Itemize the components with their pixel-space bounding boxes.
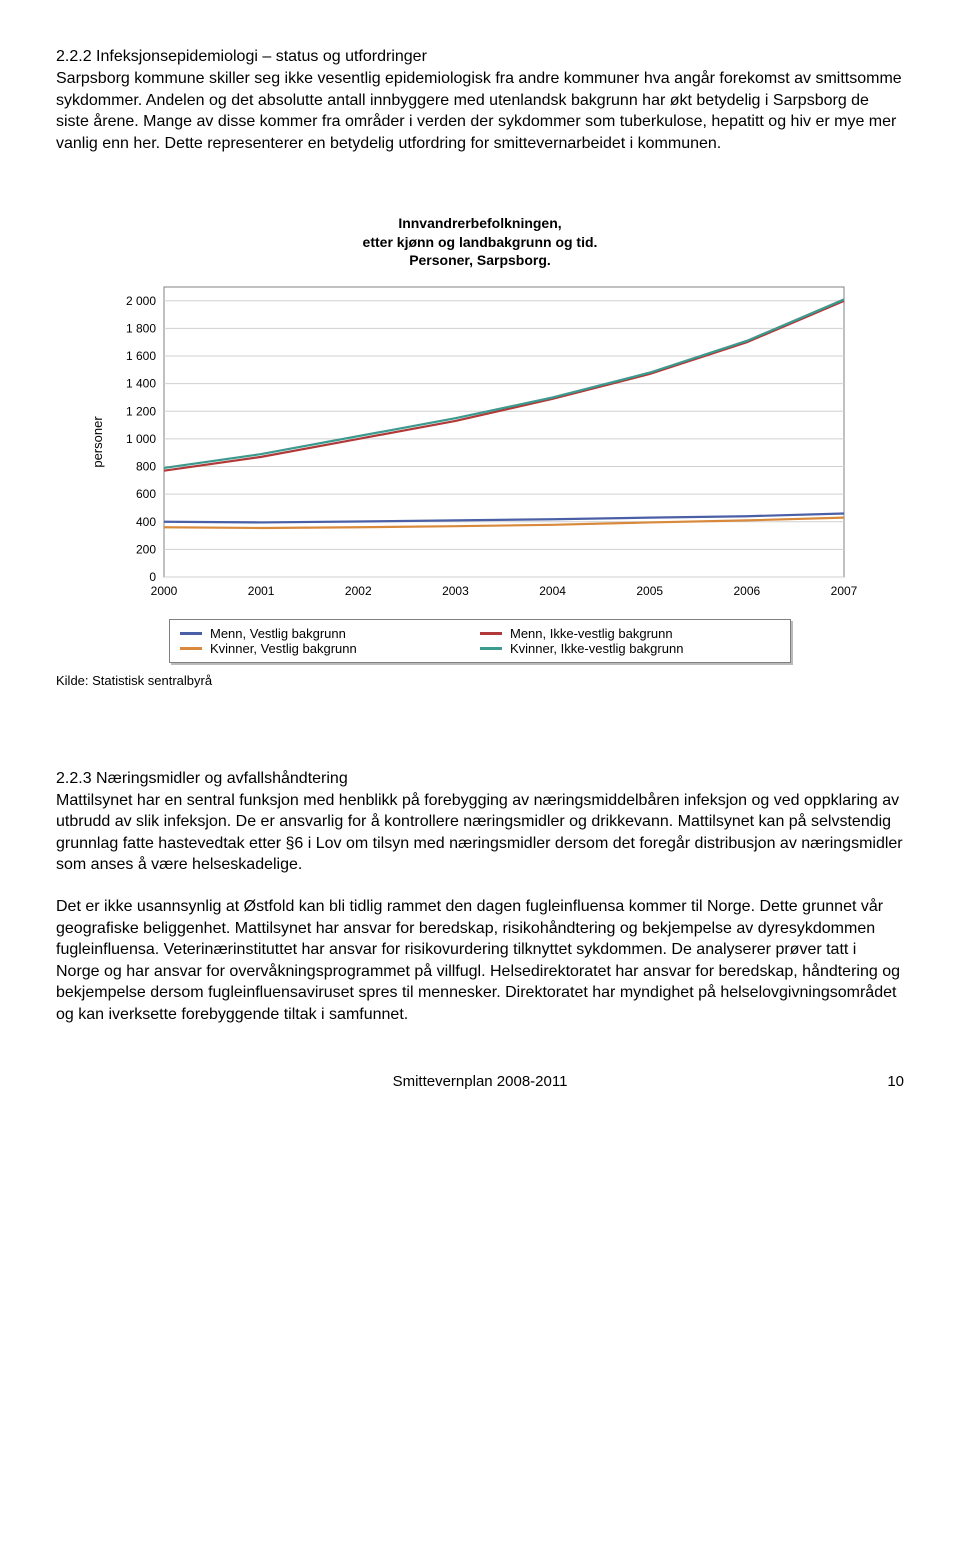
section-223: 2.2.3 Næringsmidler og avfallshåndtering… [56,768,904,876]
legend-item: Menn, Vestlig bakgrunn [180,626,480,641]
footer-page-number: 10 [887,1073,904,1090]
chart-y-axis-label: personer [90,416,105,467]
chart-svg: 0 200 400 600 800 1 000 1 200 1 400 1 600 1 800 2 … [100,277,860,607]
chart-title-line2: etter kjønn og landbakgrunn og tid. [363,234,598,250]
svg-text:1 600: 1 600 [126,349,156,363]
section-223-heading: 2.2.3 Næringsmidler og avfallshåndtering [56,770,348,787]
section-222-heading: 2.2.2 Infeksjonsepidemiologi – status og… [56,48,904,66]
legend-swatch [480,647,502,650]
svg-text:0: 0 [149,570,156,584]
legend-swatch [180,632,202,635]
chart-title: Innvandrerbefolkningen, etter kjønn og l… [56,214,904,269]
svg-text:2005: 2005 [636,584,663,598]
svg-text:2003: 2003 [442,584,469,598]
section-223-paragraph2: Det er ikke usannsynlig at Østfold kan b… [56,896,904,1026]
svg-text:1 800: 1 800 [126,321,156,335]
legend-item: Kvinner, Vestlig bakgrunn [180,641,480,656]
legend-label: Kvinner, Ikke-vestlig bakgrunn [510,641,683,656]
legend-label: Kvinner, Vestlig bakgrunn [210,641,357,656]
population-chart: Innvandrerbefolkningen, etter kjønn og l… [56,214,904,688]
svg-text:2000: 2000 [151,584,178,598]
svg-text:1 000: 1 000 [126,432,156,446]
svg-text:800: 800 [136,459,156,473]
legend-swatch [180,647,202,650]
legend-label: Menn, Vestlig bakgrunn [210,626,346,641]
chart-title-line1: Innvandrerbefolkningen, [398,215,561,231]
svg-text:2002: 2002 [345,584,372,598]
legend-swatch [480,632,502,635]
svg-text:2 000: 2 000 [126,294,156,308]
svg-text:200: 200 [136,542,156,556]
svg-text:2004: 2004 [539,584,566,598]
svg-text:2001: 2001 [248,584,275,598]
legend-item: Kvinner, Ikke-vestlig bakgrunn [480,641,780,656]
page-footer: Smittevernplan 2008-2011 10 [56,1073,904,1090]
legend-label: Menn, Ikke-vestlig bakgrunn [510,626,673,641]
svg-text:400: 400 [136,515,156,529]
svg-text:2007: 2007 [831,584,858,598]
section-222-paragraph: Sarpsborg kommune skiller seg ikke vesen… [56,68,904,154]
chart-title-line3: Personer, Sarpsborg. [409,252,551,268]
chart-source: Kilde: Statistisk sentralbyrå [56,673,904,688]
chart-legend: Menn, Vestlig bakgrunn Menn, Ikke-vestli… [169,619,791,663]
section-223-paragraph1: Mattilsynet har en sentral funksjon med … [56,792,903,874]
svg-text:1 200: 1 200 [126,404,156,418]
svg-text:2006: 2006 [734,584,761,598]
svg-text:600: 600 [136,487,156,501]
footer-text: Smittevernplan 2008-2011 [393,1073,568,1090]
legend-item: Menn, Ikke-vestlig bakgrunn [480,626,780,641]
svg-text:1 400: 1 400 [126,377,156,391]
